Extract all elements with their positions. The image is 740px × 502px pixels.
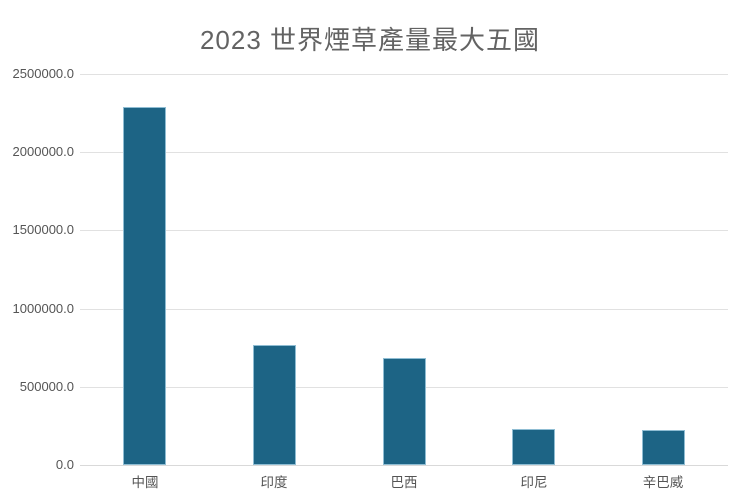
x-axis-category-label: 巴西 bbox=[390, 475, 418, 490]
bar-2 bbox=[253, 345, 296, 465]
y-axis-tick-label: 1000000.0 bbox=[12, 301, 74, 316]
gridline bbox=[80, 309, 728, 310]
gridline bbox=[80, 152, 728, 153]
chart-title: 2023 世界煙草產量最大五國 bbox=[199, 25, 541, 55]
y-axis-tick-label: 2500000.0 bbox=[12, 66, 74, 81]
x-axis-line bbox=[80, 465, 728, 466]
gridline bbox=[80, 230, 728, 231]
x-axis-category-label: 印尼 bbox=[520, 475, 548, 490]
x-axis-category-label: 印度 bbox=[260, 475, 288, 490]
x-axis-category-label: 中國 bbox=[131, 475, 159, 490]
y-axis-tick-label: 1500000.0 bbox=[12, 222, 74, 237]
gridline bbox=[80, 74, 728, 75]
bar-5 bbox=[642, 430, 685, 465]
bar-3 bbox=[383, 358, 426, 465]
bar-1 bbox=[123, 107, 166, 465]
bar-4 bbox=[512, 429, 555, 465]
y-axis-tick-label: 500000.0 bbox=[19, 379, 74, 394]
y-axis-tick-label: 2000000.0 bbox=[12, 144, 74, 159]
y-axis-tick-label: 0.0 bbox=[55, 457, 74, 472]
x-axis-category-label: 辛巴威 bbox=[642, 475, 684, 490]
